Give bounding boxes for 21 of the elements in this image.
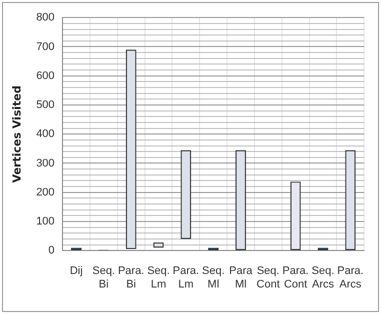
y-tick-label: 400	[36, 128, 55, 140]
y-tick-label: 300	[36, 157, 55, 170]
y-tick-label: 800	[36, 12, 55, 24]
x-tick-label: Para. Lm	[172, 265, 200, 290]
x-tick-label: Seq. Bi	[92, 265, 115, 290]
x-tick-label: Seq. Arcs	[312, 265, 334, 290]
y-tick-label: 600	[36, 70, 55, 82]
y-tick-label: 100	[36, 216, 55, 228]
x-tick-label: Seq. Lm	[147, 265, 170, 290]
y-tick-label: 0	[48, 244, 55, 257]
x-tick-label: Seq. Ml	[202, 265, 225, 290]
x-tick-label: Para Ml	[229, 265, 254, 290]
x-tick-label: Dij	[70, 265, 83, 278]
x-tick-label: Para. Cont	[282, 265, 309, 290]
x-tick-label: Para. Bi	[118, 265, 144, 290]
y-tick-label: 200	[36, 186, 55, 198]
y-tick-label: 700	[36, 40, 55, 53]
y-axis-title: Vertices Visited	[10, 86, 24, 183]
y-tick-label: 500	[36, 99, 55, 112]
x-tick-label: Para. Arcs	[337, 265, 364, 290]
x-tick-label: Seq. Cont	[256, 265, 280, 290]
